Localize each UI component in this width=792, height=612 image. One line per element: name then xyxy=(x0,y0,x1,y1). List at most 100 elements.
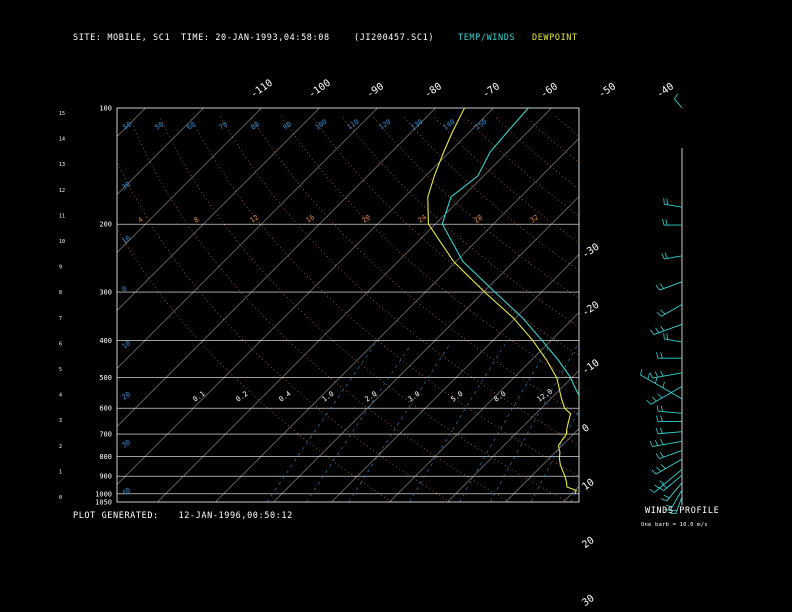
wind-barb-feather xyxy=(666,333,668,340)
winds-profile-title: WINDS PROFILE xyxy=(645,506,720,516)
mixing-ratio-line xyxy=(459,344,551,502)
height-tick-label: 5 xyxy=(59,367,62,373)
dry-adiabat xyxy=(280,116,579,386)
wind-barb-feather xyxy=(656,405,659,412)
mixing-ratio-label: 8.0 xyxy=(493,390,508,404)
right-temp-label: 20 xyxy=(580,535,596,551)
wind-barb-feather xyxy=(654,371,659,378)
mixing-ratio-label: 3.0 xyxy=(407,390,422,404)
wind-barb-feather xyxy=(656,466,661,472)
header-site: SITE: MOBILE, SC1 xyxy=(73,33,170,43)
dry-adiabat xyxy=(677,116,792,502)
wind-barb-feather xyxy=(662,219,665,226)
height-tick-label: 14 xyxy=(59,137,65,143)
winds-note: One barb = 10.0 m/s xyxy=(641,522,708,528)
wind-barb-feather xyxy=(655,377,658,384)
mixing-left-label: 40 xyxy=(121,486,133,497)
mixing-left-label: 10 xyxy=(121,234,133,245)
top-temp-label: -60 xyxy=(539,81,560,100)
mixing-ratio-line xyxy=(654,344,725,502)
adiabat-label: 16 xyxy=(305,213,317,224)
pressure-tick-label: 200 xyxy=(99,221,112,229)
adiabat-label: 24 xyxy=(417,213,429,224)
wind-barb-feather xyxy=(655,327,660,333)
wind-barb-feather xyxy=(649,440,653,447)
dry-adiabat xyxy=(433,115,579,244)
wind-barb-feather xyxy=(660,405,663,412)
wind-barb-feather xyxy=(663,198,665,205)
footer-generated: PLOT GENERATED: 12-JAN-1996,00:50:12 xyxy=(73,511,293,521)
wind-barb-feather xyxy=(660,498,667,502)
wind-barb-feather xyxy=(660,325,665,332)
height-tick-label: 7 xyxy=(59,316,62,322)
height-tick-label: 1 xyxy=(59,469,62,475)
pressure-tick-label: 700 xyxy=(99,431,112,439)
isotherm xyxy=(622,108,792,502)
mixing-ratio-line xyxy=(409,344,506,502)
height-tick-label: 13 xyxy=(59,162,65,168)
mixing-ratio-label: 1.0 xyxy=(321,390,336,404)
mixing-ratio-line xyxy=(348,344,450,502)
wind-barb-feather xyxy=(655,453,660,459)
wind-barb-feather xyxy=(673,93,679,100)
wind-barb-feather xyxy=(655,284,660,291)
dry-adiabat xyxy=(707,116,792,502)
pressure-tick-label: 1000 xyxy=(95,490,112,498)
top-temp-label: -100 xyxy=(307,78,333,101)
mixing-ratio-label: 5.0 xyxy=(450,390,465,404)
right-temp-label: 10 xyxy=(580,477,596,493)
dry-adiabat xyxy=(768,116,792,502)
temperature-line xyxy=(441,108,579,397)
wind-barb-feather xyxy=(651,396,657,402)
mixing-top-label: 100 xyxy=(314,118,329,132)
wind-barb-feather xyxy=(649,488,655,493)
adiabat-label: 32 xyxy=(529,213,541,224)
top-temp-label: -80 xyxy=(423,81,444,100)
header-time: TIME: 20-JAN-1993,04:58:08 xyxy=(181,33,330,43)
pressure-tick-label: 1050 xyxy=(95,499,112,507)
isotherm xyxy=(157,108,552,502)
wind-barb-feather xyxy=(650,329,655,335)
mixing-top-label: 140 xyxy=(442,118,457,132)
wind-barb-feather xyxy=(647,373,650,380)
mixing-left-label: 20 xyxy=(121,390,133,401)
wind-barb xyxy=(650,385,683,405)
wind-barb xyxy=(653,323,683,335)
pressure-tick-label: 600 xyxy=(99,405,112,413)
mixing-top-label: 70 xyxy=(218,120,230,131)
mixing-top-label: 90 xyxy=(282,120,294,131)
site-label: SITE: xyxy=(73,33,102,43)
isotherm xyxy=(0,108,30,502)
wind-barb-feather xyxy=(670,509,677,512)
isotherm xyxy=(680,108,792,502)
isotherm xyxy=(389,312,579,502)
dry-adiabat xyxy=(494,115,579,190)
wind-barb-feather xyxy=(651,469,657,475)
height-tick-label: 12 xyxy=(59,188,65,194)
wind-barb xyxy=(640,374,683,400)
wind-barb-feather xyxy=(656,352,659,359)
isotherm xyxy=(117,108,320,311)
dry-adiabat xyxy=(220,116,579,446)
wind-barb-feather xyxy=(664,252,668,259)
height-tick-label: 3 xyxy=(59,418,62,424)
top-temp-label: -40 xyxy=(655,81,676,100)
wind-barb-feather xyxy=(663,332,665,339)
isotherm xyxy=(331,254,579,502)
top-temp-label: -110 xyxy=(249,78,275,101)
legend-temp: TEMP/WINDS xyxy=(458,33,516,43)
height-tick-label: 8 xyxy=(59,290,62,296)
height-tick-label: 6 xyxy=(59,341,62,347)
wind-barb-feather xyxy=(654,439,659,446)
wind-barb xyxy=(666,482,683,502)
adiabat-label: 20 xyxy=(361,213,373,224)
height-tick-label: 11 xyxy=(59,213,65,219)
wind-barb-feather xyxy=(659,480,665,485)
time-value: 20-JAN-1993,04:58:08 xyxy=(215,33,330,43)
wind-barb-feather xyxy=(659,452,664,458)
adiabat-label: 4 xyxy=(137,216,145,225)
adiabat-label: 8 xyxy=(193,216,201,225)
top-temp-label: -90 xyxy=(365,81,386,100)
wind-barb-feather xyxy=(662,381,665,388)
wind-barb-feather xyxy=(660,309,666,315)
